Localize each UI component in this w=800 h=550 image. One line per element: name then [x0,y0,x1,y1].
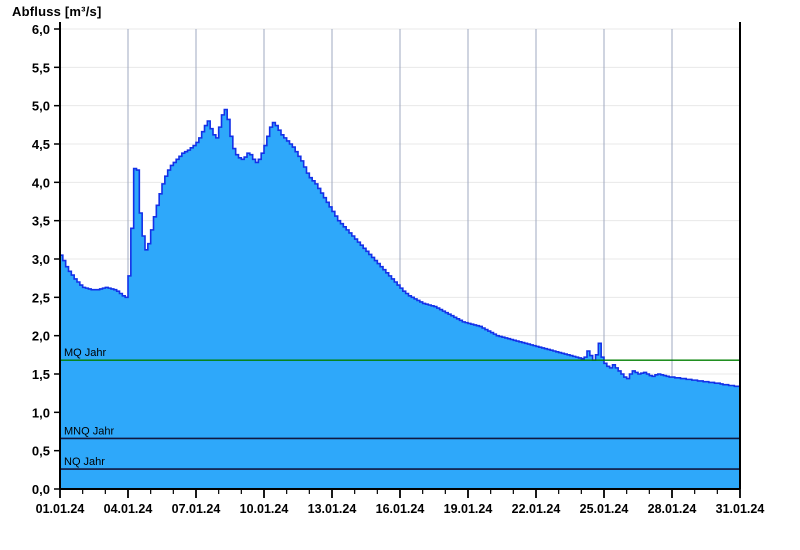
y-tick-label: 5,5 [32,60,50,75]
y-tick-label: 2,5 [32,290,50,305]
reference-lines [60,359,740,470]
x-tick-label: 01.01.24 [36,502,85,516]
x-tick-label: 16.01.24 [376,502,425,516]
x-tick-label: 10.01.24 [240,502,289,516]
y-tick-label: 0,5 [32,444,50,459]
page-title: Abfluss [m³/s] [12,4,102,19]
y-tick-label: 5,0 [32,99,50,114]
y-tick-label: 2,0 [32,329,50,344]
x-axis-ticks [59,489,741,498]
x-tick-label: 25.01.24 [580,502,629,516]
y-tick-label: 3,5 [32,214,50,229]
y-tick-label: 3,0 [32,252,50,267]
reference-label-mq: MQ Jahr [64,347,107,359]
x-tick-label: 22.01.24 [512,502,561,516]
reference-label-mnq: MNQ Jahr [64,425,114,437]
x-tick-label: 04.01.24 [104,502,153,516]
reference-line-labels: MQ Jahr MNQ Jahr NQ Jahr [64,347,114,468]
reference-label-nq: NQ Jahr [64,456,105,468]
x-axis-tick-labels: 01.01.24 04.01.24 07.01.24 10.01.24 13.01.24… [36,502,765,516]
x-tick-label: 28.01.24 [648,502,697,516]
y-axis-tick-labels: 0,0 0,5 1,0 1,5 2,0 2,5 3,0 3,5 4,0 4,5 5,0 5,5 6,0 [32,22,50,497]
y-tick-label: 1,5 [32,367,50,382]
y-axis-ticks [54,28,60,490]
x-tick-label: 31.01.24 [716,502,765,516]
x-tick-label: 13.01.24 [308,502,357,516]
y-tick-label: 0,0 [32,482,50,497]
y-tick-label: 1,0 [32,405,50,420]
y-tick-label: 4,0 [32,175,50,190]
y-tick-label: 4,5 [32,137,50,152]
discharge-area-fill [60,109,740,489]
x-tick-label: 19.01.24 [444,502,493,516]
y-tick-label: 6,0 [32,22,50,37]
x-tick-label: 07.01.24 [172,502,221,516]
